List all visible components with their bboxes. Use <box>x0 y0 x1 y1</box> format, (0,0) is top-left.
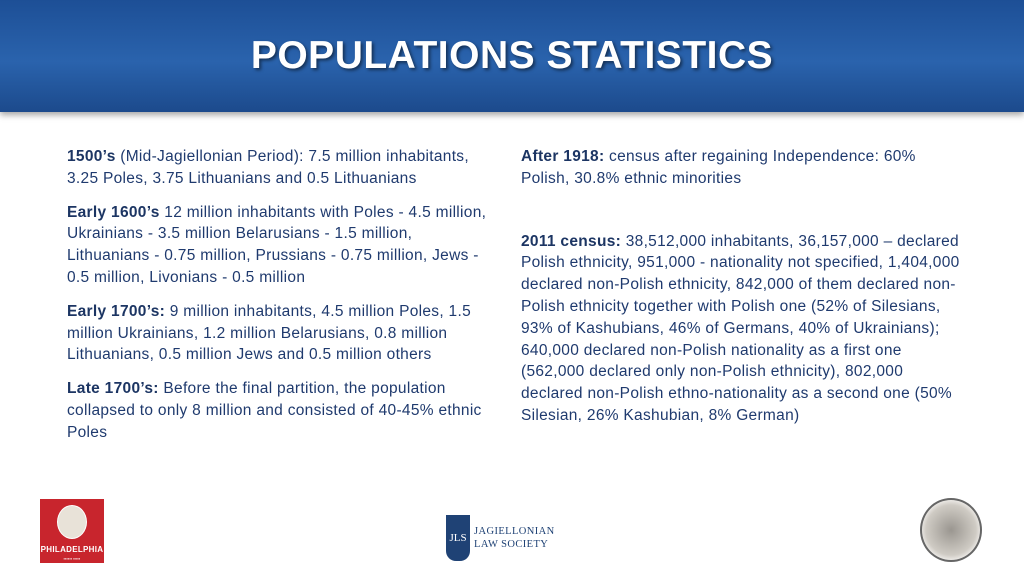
period-text: census after regaining Independence: 60%… <box>521 148 916 187</box>
philadelphia-logo: PHILADELPHIA ▪▪▪▪▪▪ ▪▪▪▪▪ <box>40 499 104 563</box>
jls-line1: JAGIELLONIAN <box>474 526 555 537</box>
logo-subtext: ▪▪▪▪▪▪ ▪▪▪▪▪ <box>63 556 81 561</box>
paragraph-late-1700s: Late 1700’s: Before the final partition,… <box>67 378 497 443</box>
page-title: POPULATIONS STATISTICS <box>250 34 774 77</box>
title-banner: POPULATIONS STATISTICS <box>0 0 1024 112</box>
right-column: After 1918: census after regaining Indep… <box>521 146 966 439</box>
period-text: 9 million inhabitants, 4.5 million Poles… <box>67 302 471 364</box>
seal-icon <box>57 505 87 539</box>
period-label: 1500’s <box>67 148 116 165</box>
period-label: Late 1700’s: <box>67 380 159 398</box>
period-label: Early 1700’s: <box>67 302 166 320</box>
philadelphia-logo-text: PHILADELPHIA <box>40 545 104 554</box>
paragraph-1600s: Early 1600’s 12 million inhabitants with… <box>67 202 497 289</box>
period-label: Early 1600’s <box>67 203 160 221</box>
period-text: 38,512,000 inhabitants, 36,157,000 – dec… <box>521 232 960 424</box>
period-label: 2011 census: <box>521 232 622 250</box>
paragraph-2011-census: 2011 census: 38,512,000 inhabitants, 36,… <box>521 231 966 427</box>
paragraph-1500s: 1500’s (Mid-Jagiellonian Period): 7.5 mi… <box>67 146 497 190</box>
period-text: (Mid-Jagiellonian Period): 7.5 million i… <box>67 148 469 187</box>
paragraph-early-1700s: Early 1700’s: 9 million inhabitants, 4.5… <box>67 301 497 366</box>
university-seal-icon <box>920 498 982 562</box>
jls-logo-text: JAGIELLONIAN LAW SOCIETY <box>474 525 555 551</box>
left-column: 1500’s (Mid-Jagiellonian Period): 7.5 mi… <box>67 146 497 456</box>
period-text: Before the final partition, the populati… <box>67 380 482 441</box>
paragraph-1918: After 1918: census after regaining Indep… <box>521 146 966 190</box>
shield-icon: JLS <box>446 515 470 561</box>
jls-logo: JLS JAGIELLONIAN LAW SOCIETY <box>446 515 555 561</box>
jls-line2: LAW SOCIETY <box>474 539 549 550</box>
period-text: 12 million inhabitants with Poles - 4.5 … <box>67 203 487 286</box>
period-label: After 1918: <box>521 148 605 165</box>
